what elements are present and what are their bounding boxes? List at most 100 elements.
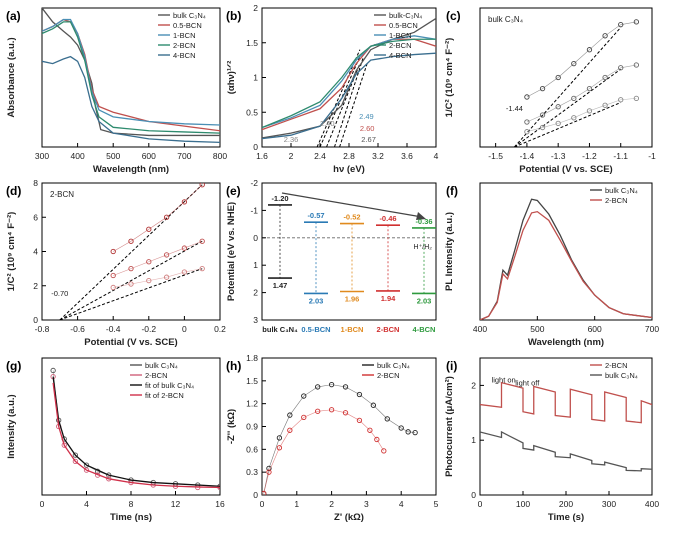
x-axis-label: Z' (kΩ) — [334, 512, 364, 523]
y-tick-label: 0.6 — [246, 444, 258, 454]
fit-line — [514, 68, 622, 147]
series-line — [113, 268, 203, 288]
x-tick-label: 800 — [213, 151, 227, 161]
y-tick-label: 1.5 — [246, 376, 258, 386]
data-point — [367, 427, 373, 433]
data-point — [524, 94, 530, 100]
legend-label: fit of bulk C₃N₄ — [145, 381, 194, 390]
y-tick-label: 0 — [471, 490, 476, 500]
y-axis-label: 1/C² (10⁹ cm⁴ F⁻²) — [444, 38, 455, 118]
y-axis-label: -Z'' (kΩ) — [226, 409, 237, 444]
panel-title: bulk C₃N₄ — [488, 15, 523, 24]
cb-value-label: -0.57 — [307, 211, 324, 220]
data-point — [571, 115, 577, 121]
sample-label: 2-BCN — [377, 325, 400, 334]
series-line — [262, 17, 436, 139]
panel-b: (b) hν (eV) (αhν)¹ᐟ² 1.6 2 2.4 2.8 3.2 3.6 4 0 0.5 1… — [226, 3, 439, 175]
data-point — [602, 33, 608, 39]
fit-line — [59, 268, 203, 320]
series-line — [42, 21, 220, 134]
data-point — [555, 104, 561, 110]
annotation-label: 2.40 — [320, 119, 335, 128]
panel-label: (h) — [226, 359, 241, 373]
fit-line — [319, 56, 361, 147]
series-line — [262, 38, 436, 131]
data-point — [110, 272, 116, 279]
trend-arrowhead — [416, 212, 426, 220]
fit-line — [59, 240, 203, 320]
y-axis-label: Absorbance (a.u.) — [6, 37, 17, 117]
data-point — [110, 248, 116, 255]
plot-area — [50, 367, 220, 491]
x-tick-label: 500 — [530, 324, 544, 334]
data-point — [128, 281, 134, 287]
data-point — [163, 252, 170, 258]
x-axis-label: Time (ns) — [110, 512, 152, 523]
data-point — [571, 60, 577, 67]
series-line — [526, 64, 637, 123]
data-point — [618, 22, 624, 28]
plot-area — [262, 17, 436, 147]
panel-c: (c) Potential (V vs. SCE) 1/C² (10⁹ cm⁴ F⁻… — [444, 7, 656, 175]
data-point — [524, 119, 530, 125]
x-axis-label: Time (s) — [548, 512, 584, 523]
y-tick-label: 1.2 — [246, 399, 258, 409]
data-point — [276, 435, 283, 441]
data-point — [181, 269, 188, 275]
series-line — [52, 376, 220, 487]
data-point — [398, 425, 404, 431]
legend-label: bulk C₃N₄ — [173, 11, 206, 20]
sample-label: 4-BCN — [413, 325, 436, 334]
y-tick-label: 2 — [253, 288, 258, 298]
legend-label: 2-BCN — [389, 41, 412, 50]
panel-h: (h) Z' (kΩ) -Z'' (kΩ) 0 1 2 3 4 5 0 0.3 0.6 0.9 1.2 1.… — [226, 353, 439, 523]
legend-label: fit of 2-BCN — [145, 391, 184, 400]
x-tick-label: 0 — [40, 499, 45, 509]
data-point — [384, 416, 390, 422]
legend-label: 2-BCN — [605, 196, 628, 205]
legend-label: bulk C₃N₄ — [145, 361, 178, 370]
plot-frame — [41, 182, 221, 321]
plot-area — [480, 198, 652, 320]
vb-value-label: 1.96 — [345, 295, 360, 304]
x-tick-label: 100 — [516, 499, 530, 509]
data-point — [110, 284, 116, 291]
y-tick-label: 1.8 — [246, 353, 258, 363]
y-axis-label: 1/C² (10⁹ cm⁴ F⁻²) — [6, 212, 17, 292]
panel-title: 2-BCN — [50, 190, 74, 199]
data-point — [276, 445, 283, 451]
x-axis-label: Potential (V vs. SCE) — [519, 164, 612, 175]
panel-label: (g) — [6, 359, 21, 373]
data-point — [618, 65, 624, 71]
legend-label: bulk C₃N₄ — [377, 361, 410, 370]
y-axis-label: (αhν)¹ᐟ² — [226, 61, 237, 95]
annotation-label: -1.44 — [506, 104, 523, 113]
data-point — [555, 74, 561, 81]
plot-frame — [41, 7, 221, 148]
vb-value-label: 2.03 — [309, 296, 324, 305]
data-point — [524, 129, 530, 135]
data-point — [356, 391, 363, 398]
y-axis-label: PL Intensity (a.u.) — [444, 212, 455, 291]
data-point — [586, 108, 593, 114]
x-axis-label: Potential (V vs. SCE) — [84, 337, 177, 348]
panel-label: (f) — [446, 184, 458, 198]
data-point — [83, 462, 90, 468]
reference-label: H⁺/H₂ — [414, 244, 433, 251]
data-point — [266, 469, 272, 475]
panel-i: (i) Time (s) Photocurrent (μA/cm²) 0 100 200 3… — [444, 357, 659, 523]
x-tick-label: 12 — [171, 499, 181, 509]
panel-label: (a) — [6, 9, 21, 23]
data-point — [199, 183, 205, 188]
series-line — [480, 430, 652, 472]
data-point — [315, 384, 321, 390]
legend-label: 2-BCN — [173, 41, 196, 50]
data-point — [328, 381, 335, 388]
x-tick-label: 0 — [478, 499, 483, 509]
plot-frame — [479, 7, 653, 148]
y-tick-label: 0 — [33, 315, 38, 325]
panel-label: (c) — [446, 9, 461, 23]
x-tick-label: 2 — [329, 499, 334, 509]
x-tick-label: 400 — [473, 324, 487, 334]
data-point — [146, 277, 152, 284]
